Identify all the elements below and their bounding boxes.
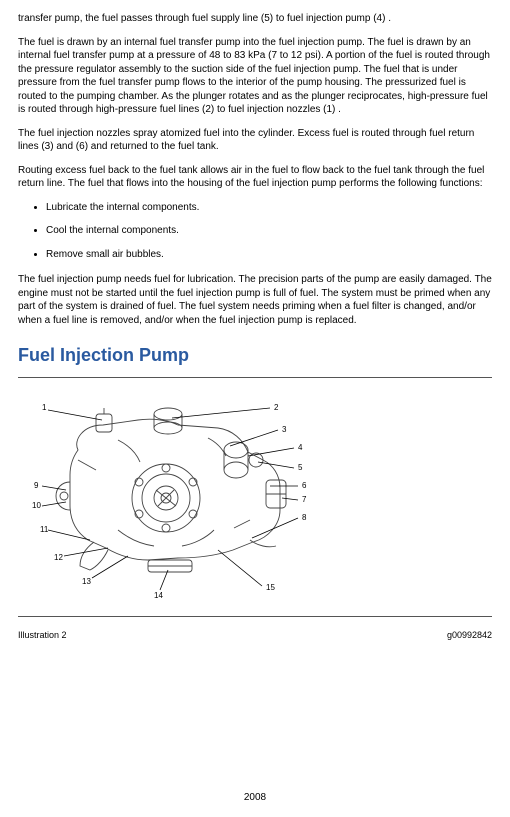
list-item: Lubricate the internal components. — [46, 201, 492, 215]
callout-6: 6 — [302, 481, 307, 490]
list-item: Remove small air bubbles. — [46, 248, 492, 262]
callout-4: 4 — [298, 443, 303, 452]
callout-10: 10 — [32, 501, 41, 510]
callout-8: 8 — [302, 513, 307, 522]
paragraph-1: The fuel is drawn by an internal fuel tr… — [18, 36, 492, 117]
callout-1: 1 — [42, 403, 47, 412]
callout-13: 13 — [82, 577, 91, 586]
pump-diagram: 1 2 3 4 5 6 7 8 9 10 11 12 13 14 15 — [18, 390, 353, 610]
paragraph-4: The fuel injection pump needs fuel for l… — [18, 273, 492, 327]
callout-14: 14 — [154, 591, 163, 600]
callout-11: 11 — [40, 525, 49, 534]
callout-7: 7 — [302, 495, 307, 504]
callout-3: 3 — [282, 425, 287, 434]
callout-2: 2 — [274, 403, 279, 412]
paragraph-intro: transfer pump, the fuel passes through f… — [18, 12, 492, 26]
callout-15: 15 — [266, 583, 275, 592]
divider-bottom — [18, 616, 492, 617]
paragraph-3: Routing excess fuel back to the fuel tan… — [18, 164, 492, 191]
list-item: Cool the internal components. — [46, 224, 492, 238]
divider-top — [18, 377, 492, 378]
page-number: 2008 — [18, 791, 492, 805]
function-list: Lubricate the internal components. Cool … — [18, 201, 492, 262]
section-heading: Fuel Injection Pump — [18, 343, 492, 367]
figure-caption: Illustration 2 g00992842 — [18, 629, 492, 641]
paragraph-2: The fuel injection nozzles spray atomize… — [18, 127, 492, 154]
callout-5: 5 — [298, 463, 303, 472]
caption-right: g00992842 — [447, 629, 492, 641]
caption-left: Illustration 2 — [18, 629, 67, 641]
figure: 1 2 3 4 5 6 7 8 9 10 11 12 13 14 15 — [18, 390, 492, 610]
callout-12: 12 — [54, 553, 63, 562]
callout-9: 9 — [34, 481, 39, 490]
